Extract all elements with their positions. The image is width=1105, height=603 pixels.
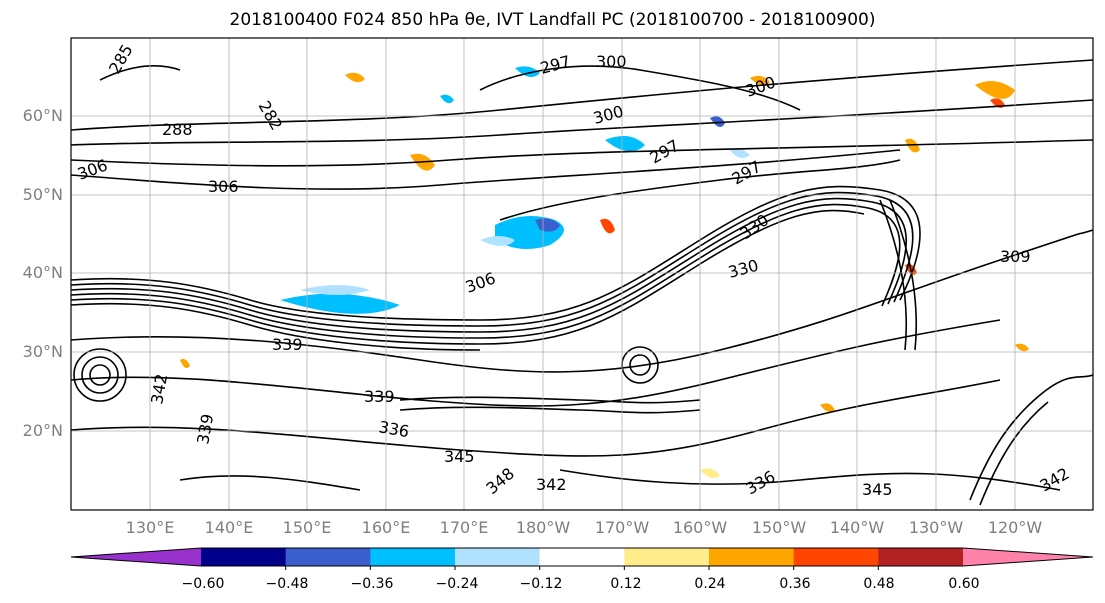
shade-lightblue-patch [480,236,515,246]
colorbar-tick-label: −0.12 [519,576,563,592]
shade-orange-patch [180,358,190,368]
colorbar-tick-label: −0.24 [435,576,479,592]
lon-label: 160°W [672,518,728,537]
colorbar [70,547,1094,570]
shade-orange-patch [1015,343,1029,352]
contour-label: 300 [596,52,627,71]
contour-label: 288 [162,120,193,139]
lat-label-50n: 50°N [22,185,63,204]
lon-label: 150°W [751,518,807,537]
lon-label: 140°E [204,518,254,537]
colorbar-extend-max [963,548,1093,566]
shade-blue-patch [710,116,725,127]
shade-blue-patch [605,136,645,152]
lon-label: 130°E [125,518,175,537]
colorbar-tick-label: 0.24 [694,576,726,592]
shade-darkblue-patch [535,218,560,232]
colorbar-bin [285,548,371,566]
lat-label-60n: 60°N [22,106,63,125]
map-frame [70,37,1094,511]
colorbar-bin [709,548,795,566]
map-area [71,38,1093,510]
colorbar-outline [70,547,1094,567]
lon-label: 130°W [908,518,964,537]
lat-label-20n: 20°N [22,421,63,440]
shade-orange-patch [905,138,920,153]
colorbar-extend-min [71,548,201,566]
contour-label: 345 [862,480,893,499]
colorbar-bin [878,548,964,566]
lon-label: 120°W [987,518,1043,537]
contour-label: 339 [364,387,395,406]
lon-label: 150°E [282,518,332,537]
shade-blue-patch [280,293,400,314]
colorbar-bin [793,548,879,566]
lon-label: 160°E [361,518,411,537]
colorbar-bin [624,548,710,566]
colorbar-tick-label: 0.48 [863,576,895,592]
shading-layer [180,66,1029,479]
shade-orange-patch [750,75,770,86]
shade-blue-patch [440,94,454,104]
graticule [71,38,1093,510]
lon-label: 170°W [594,518,650,537]
lon-label: 140°W [829,518,885,537]
colorbar-bin [455,548,541,566]
colorbar-bin [201,548,287,566]
shade-blue-patch [515,66,540,77]
contour-label: 339 [272,335,303,354]
colorbar-tick-label: 0.36 [779,576,811,592]
colorbar-tick-label: −0.60 [181,576,225,592]
shade-orange-patch [345,72,365,83]
lon-label: 180°W [515,518,571,537]
colorbar-tick-label: 0.60 [948,576,980,592]
lon-label: 170°E [439,518,489,537]
contour-label: 345 [444,447,475,466]
shade-lightblue-patch [730,148,750,159]
lat-label-30n: 30°N [22,342,63,361]
contour-label: 342 [536,475,567,494]
colorbar-tick-label: 0.12 [610,576,642,592]
colorbar-tick-label: −0.48 [265,576,309,592]
lat-label-40n: 40°N [22,263,63,282]
colorbar-tick-label: −0.36 [350,576,394,592]
contour-label: 309 [1000,247,1031,266]
shade-lightblue-patch [300,285,370,295]
colorbar-bin [370,548,456,566]
colorbar-bin [539,548,625,566]
shade-orange-patch [600,218,615,234]
contour-label: 306 [208,177,239,196]
shade-yellow-patch [700,468,720,479]
shade-orange-patch [975,81,1015,99]
shade-orange-patch [820,403,835,413]
chart-title: 2018100400 F024 850 hPa θe, IVT Landfall… [229,10,876,30]
